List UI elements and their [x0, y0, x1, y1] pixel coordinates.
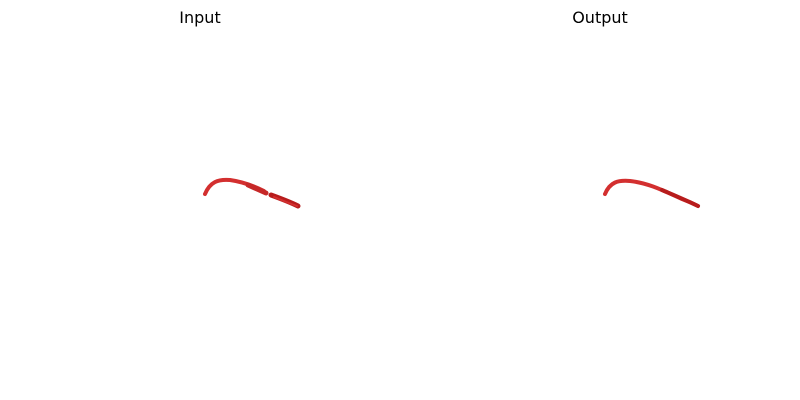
output-panel: Output: [400, 0, 800, 400]
output-stroke-tail: [660, 188, 700, 208]
input-panel-title: Input: [179, 8, 221, 27]
input-stroke-segment: [245, 182, 269, 196]
input-stroke-tail-inner: [273, 196, 298, 207]
output-stroke-curve: [603, 178, 700, 208]
output-panel-title: Output: [572, 8, 628, 27]
output-stroke-canvas: [603, 178, 700, 208]
input-panel: Input: [179, 8, 301, 209]
input-stroke-canvas: [203, 177, 301, 209]
